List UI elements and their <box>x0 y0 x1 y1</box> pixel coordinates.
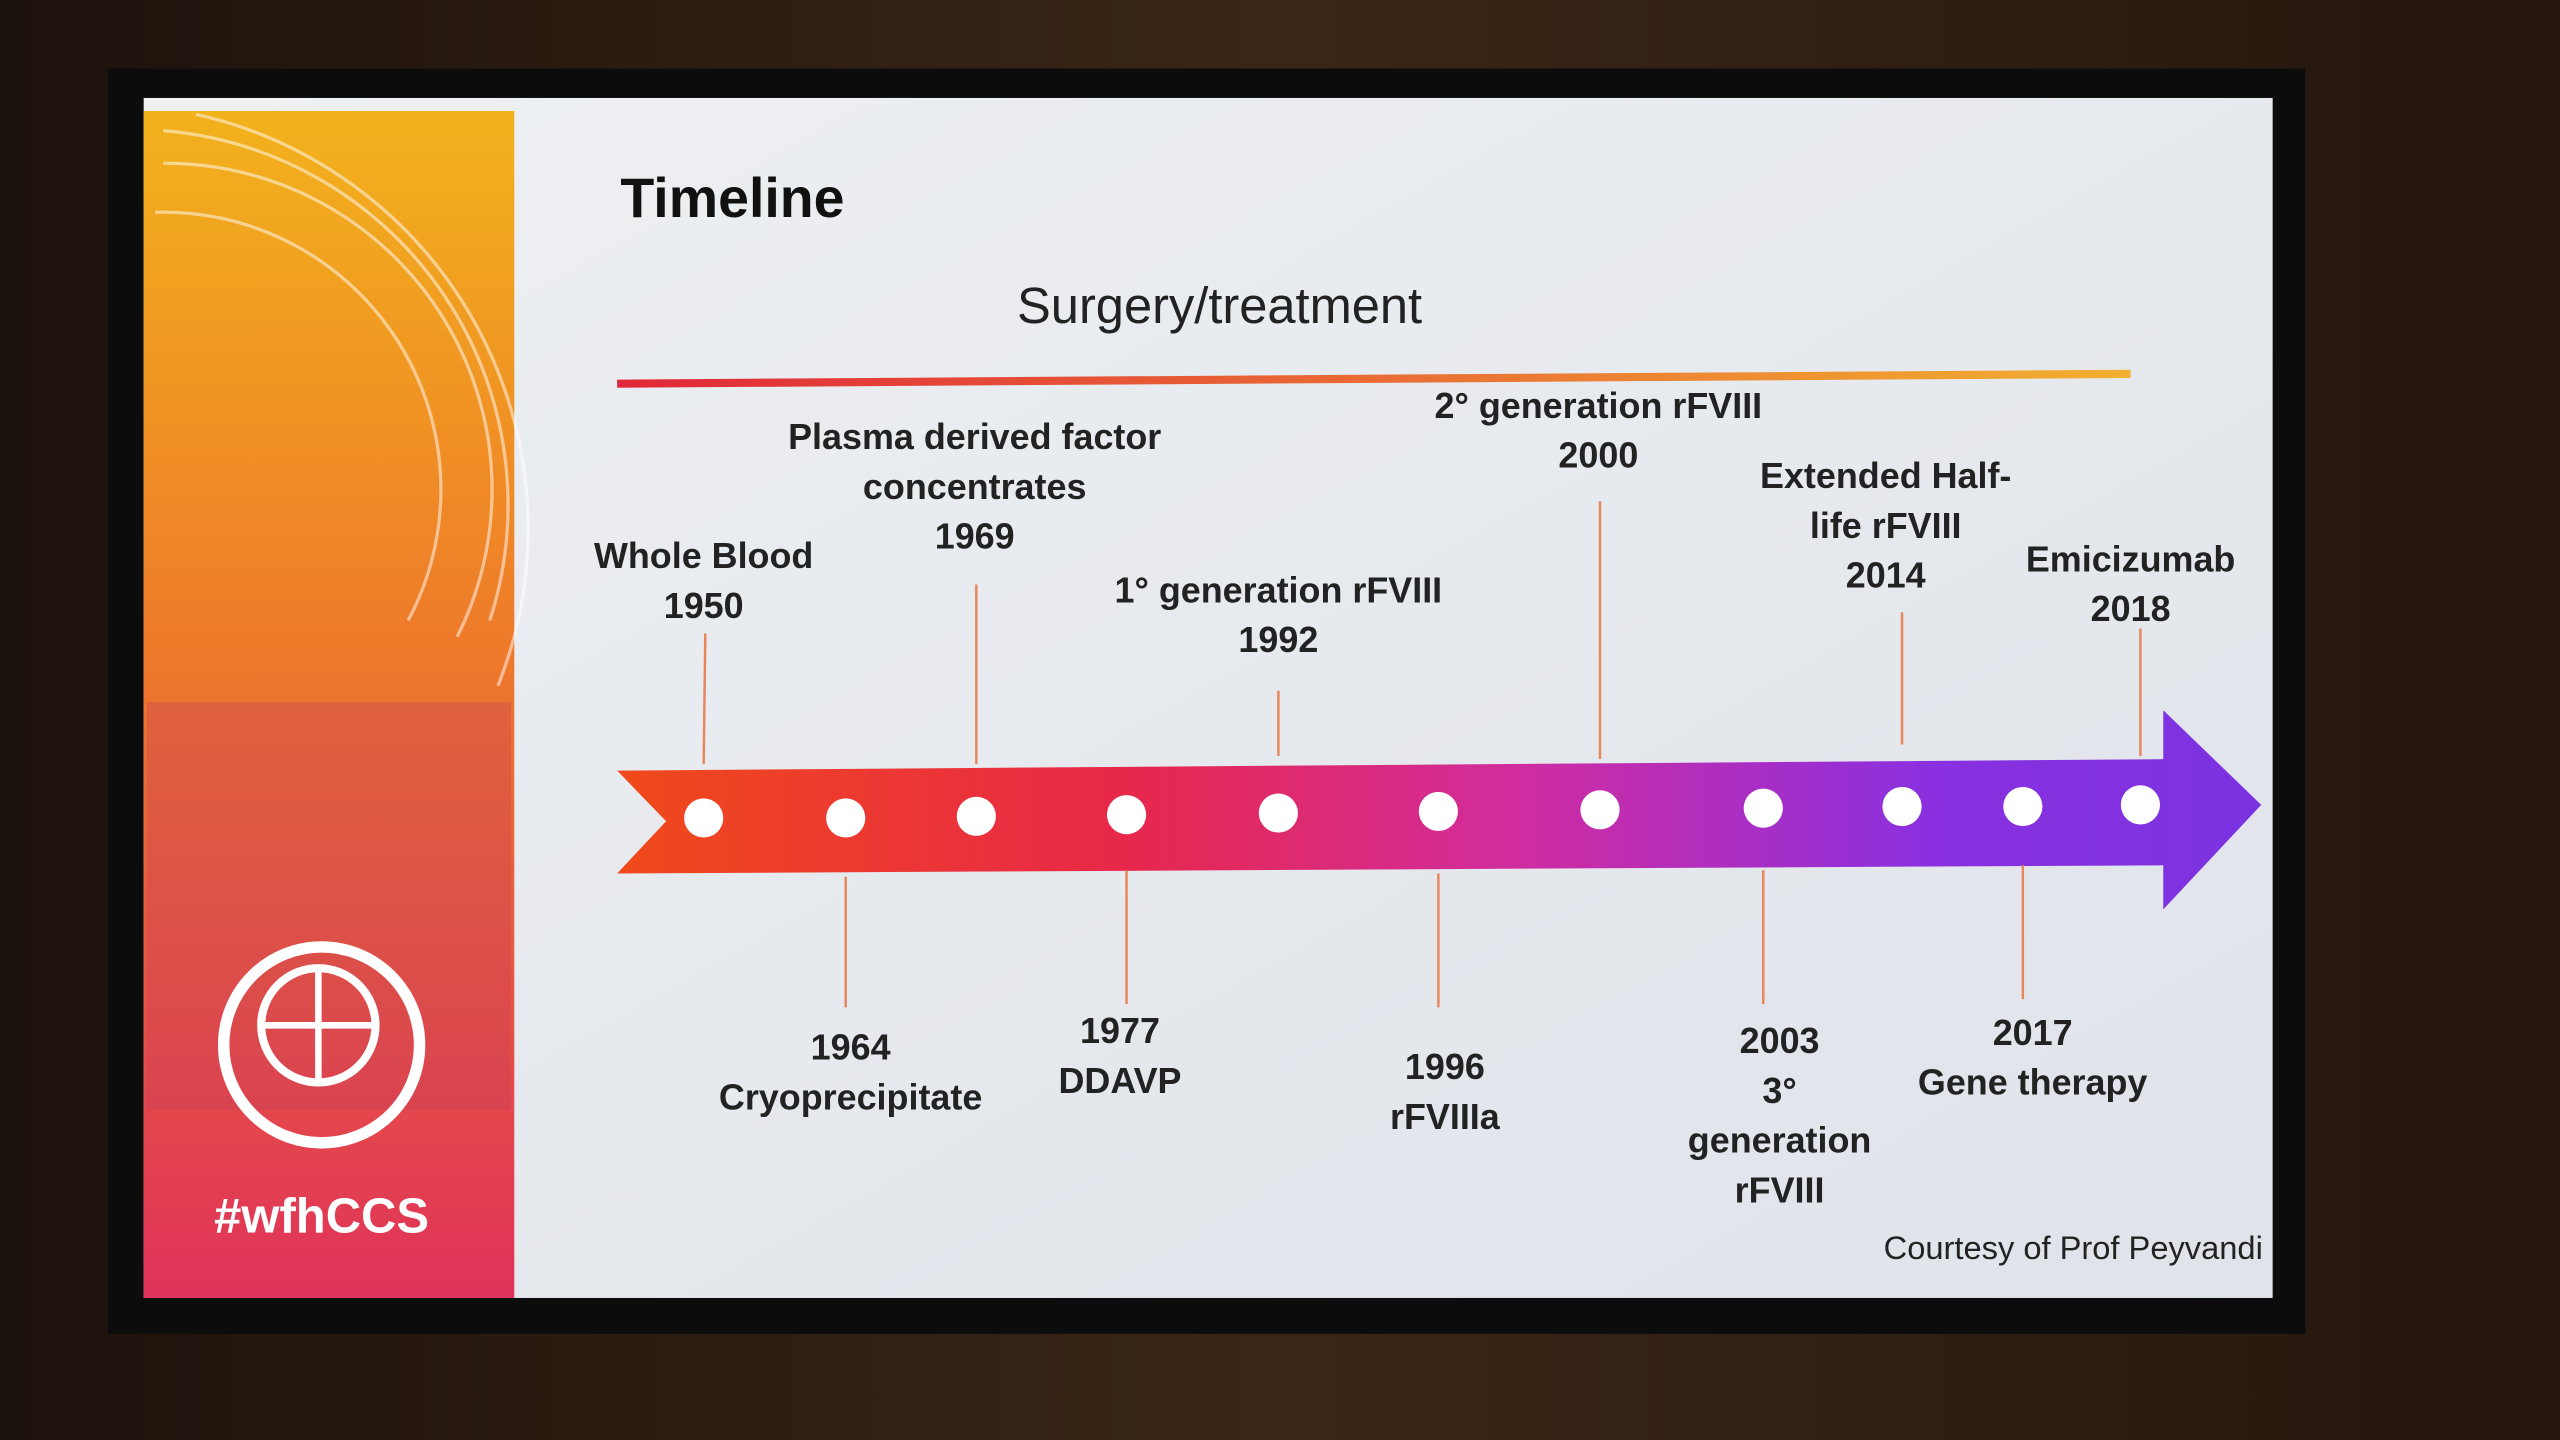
event-label: 2014 <box>1846 555 1926 596</box>
event-label: 2° generation rFVIII <box>1435 385 1763 426</box>
event-label: Extended Half- <box>1760 455 2011 496</box>
milestone-dot <box>956 796 996 836</box>
event-label: Cryoprecipitate <box>719 1076 982 1117</box>
event-label: concentrates <box>863 466 1087 507</box>
milestone-dot <box>826 798 866 838</box>
event-label: 1969 <box>935 516 1015 557</box>
hashtag: #wfhCCS <box>214 1190 429 1244</box>
event-label: 2017 <box>1993 1012 2073 1053</box>
milestone-dot <box>2003 786 2043 827</box>
decorative-arcs <box>155 112 530 687</box>
event-label: 2000 <box>1558 435 1638 476</box>
event-label: 1° generation rFVIII <box>1115 569 1443 610</box>
courtesy: Courtesy of Prof Peyvandi <box>1884 1229 2263 1266</box>
milestone-dot <box>684 798 724 838</box>
event-label: life rFVIII <box>1810 505 1962 546</box>
event-label: 1996 <box>1405 1046 1485 1087</box>
event-label: 1977 <box>1080 1010 1160 1051</box>
milestone-dot <box>1258 793 1298 833</box>
event-label: 2018 <box>2091 588 2171 629</box>
event-label: 3° <box>1762 1070 1796 1111</box>
event-label: Plasma derived factor <box>788 416 1161 457</box>
event-label: Whole Blood <box>594 535 813 576</box>
event-label: generation <box>1688 1120 1872 1161</box>
event-label: rFVIII <box>1735 1169 1825 1210</box>
event-label: rFVIIIa <box>1390 1096 1501 1137</box>
milestone-dot <box>1418 791 1458 832</box>
header-line <box>617 369 2131 388</box>
milestone-dot <box>1743 788 1783 828</box>
milestone-dot <box>1106 795 1147 835</box>
city-photo <box>146 702 512 1111</box>
milestone-dot <box>1882 786 1922 827</box>
event-label: 1964 <box>811 1027 891 1068</box>
subtitle: Surgery/treatment <box>1017 277 1422 334</box>
event-label: Emicizumab <box>2026 538 2236 579</box>
milestone-dot <box>2120 785 2160 825</box>
event-label: DDAVP <box>1058 1060 1181 1101</box>
connector <box>702 633 707 765</box>
events: Whole Blood 1950 1964 Cryoprecipitate Plasma… <box>594 385 2235 1210</box>
slide-title: Timeline <box>620 167 844 229</box>
event-label: 2003 <box>1740 1020 1820 1061</box>
event-label: 1950 <box>664 585 744 626</box>
event-label: Gene therapy <box>1918 1062 2148 1103</box>
event-label: 1992 <box>1238 619 1318 660</box>
milestone-dot <box>1580 790 1620 830</box>
logo <box>217 941 426 1149</box>
